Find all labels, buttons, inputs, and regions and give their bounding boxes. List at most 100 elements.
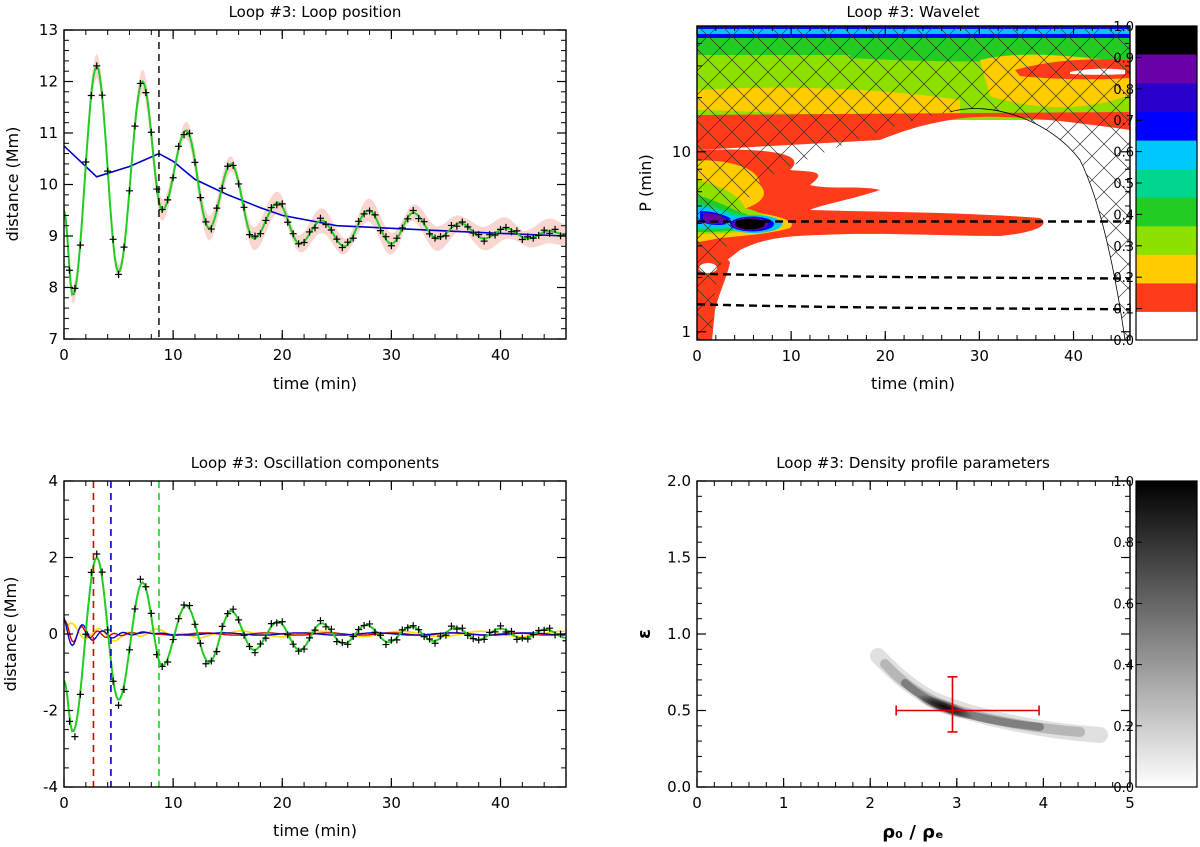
obs-marker xyxy=(458,624,466,632)
obs-marker xyxy=(267,204,275,212)
colorbar-tick-label: 0.8 xyxy=(1113,536,1134,551)
obs-marker xyxy=(115,270,123,278)
colorbar-tick-label: 0.2 xyxy=(1113,720,1134,735)
y-tick-label: 2.0 xyxy=(667,472,691,490)
colorbar-tick-label: 0.3 xyxy=(1113,240,1134,255)
obs-marker xyxy=(87,568,95,576)
x-tick-label: 10 xyxy=(782,347,801,365)
obs-marker xyxy=(311,224,319,232)
obs-marker xyxy=(524,233,532,241)
obs-marker xyxy=(76,690,84,698)
obs-marker xyxy=(453,625,461,633)
obs-marker xyxy=(98,91,106,99)
obs-marker xyxy=(191,158,199,166)
colorbar-swatch xyxy=(1136,140,1197,170)
obs-marker xyxy=(240,631,248,639)
obs-marker xyxy=(169,174,177,182)
obs-marker xyxy=(338,244,346,252)
obs-marker xyxy=(447,622,455,630)
obs-marker xyxy=(256,230,264,238)
obs-marker xyxy=(229,605,237,613)
obs-marker xyxy=(65,266,73,274)
obs-marker xyxy=(333,638,341,646)
x-tick-label: 20 xyxy=(273,346,292,364)
obs-marker xyxy=(518,236,526,244)
obs-marker xyxy=(306,634,314,642)
obs-marker xyxy=(164,658,172,666)
obs-marker xyxy=(289,230,297,238)
obs-marker xyxy=(562,230,566,238)
colorbar-swatch xyxy=(1136,26,1197,55)
obs-marker xyxy=(513,227,521,235)
panel-a-frame xyxy=(63,29,567,340)
x-tick-label: 40 xyxy=(491,346,510,364)
obs-marker xyxy=(125,646,133,654)
obs-marker xyxy=(316,617,324,625)
y-tick-label: 0 xyxy=(48,625,58,643)
obs-marker xyxy=(98,568,106,576)
power-band xyxy=(697,149,1044,278)
obs-marker xyxy=(529,234,537,242)
x-tick-label: 5 xyxy=(1125,794,1135,812)
obs-marker xyxy=(464,223,472,231)
obs-marker xyxy=(164,196,172,204)
obs-marker xyxy=(136,79,144,87)
y-tick-label: -4 xyxy=(43,778,58,796)
obs-marker xyxy=(224,162,232,170)
obs-marker xyxy=(480,237,488,245)
obs-marker xyxy=(218,184,226,192)
obs-marker xyxy=(333,235,341,243)
x-tick-label: 30 xyxy=(382,794,401,812)
obs-marker xyxy=(87,91,95,99)
panel-wavelet: Loop #3: Wavelet xyxy=(636,3,1198,393)
obs-marker xyxy=(464,631,472,639)
obs-marker xyxy=(344,238,352,246)
period-line xyxy=(697,303,1130,311)
obs-marker xyxy=(366,207,374,215)
coi-edge xyxy=(949,108,1130,340)
period-line xyxy=(697,272,1130,280)
likelihood-ridge xyxy=(870,648,1108,743)
obs-marker xyxy=(437,632,444,640)
period-lines xyxy=(697,220,1130,311)
obs-marker xyxy=(300,238,308,246)
obs-marker xyxy=(409,207,417,215)
obs-marker xyxy=(376,227,384,235)
panel-d-colorbar-gradient xyxy=(1135,480,1198,788)
panel-b-frame xyxy=(696,25,1131,341)
x-tick-label: 20 xyxy=(876,347,895,365)
obs-marker xyxy=(289,640,297,648)
obs-marker xyxy=(447,221,455,229)
obs-marker xyxy=(218,622,226,630)
x-tick-label: 30 xyxy=(970,347,989,365)
x-tick-label: 0 xyxy=(692,347,702,365)
obs-marker xyxy=(136,575,144,583)
obs-marker xyxy=(355,625,363,633)
obs-marker xyxy=(125,187,133,195)
panel-a-title: Loop #3: Loop position xyxy=(229,3,402,21)
y-tick-label: 1.0 xyxy=(667,625,691,643)
obs-marker xyxy=(349,633,357,641)
y-tick-label: 13 xyxy=(39,21,58,39)
obs-marker xyxy=(562,637,566,645)
panel-d-axes: 0 1 2 3 4 50.00.51.01.52.0 xyxy=(667,472,1135,812)
obs-marker xyxy=(507,627,515,635)
x-tick-label: 20 xyxy=(273,794,292,812)
obs-marker xyxy=(415,215,423,223)
obs-marker xyxy=(202,660,210,668)
estimate-errorbars xyxy=(895,676,1040,733)
obs-marker xyxy=(115,701,123,709)
obs-marker xyxy=(273,201,281,209)
obs-marker xyxy=(540,626,548,634)
observation-markers xyxy=(65,550,566,741)
colorbar-swatch xyxy=(1136,311,1197,341)
obs-marker xyxy=(300,645,308,653)
obs-marker xyxy=(180,131,188,139)
colorbar-swatch xyxy=(1136,168,1197,198)
obs-marker xyxy=(420,633,428,641)
colorbar-swatch xyxy=(1136,54,1197,84)
cone-of-influence xyxy=(697,26,1130,340)
obs-marker xyxy=(371,211,379,219)
y-tick-label: 10 xyxy=(39,176,58,194)
obs-marker xyxy=(131,605,139,613)
